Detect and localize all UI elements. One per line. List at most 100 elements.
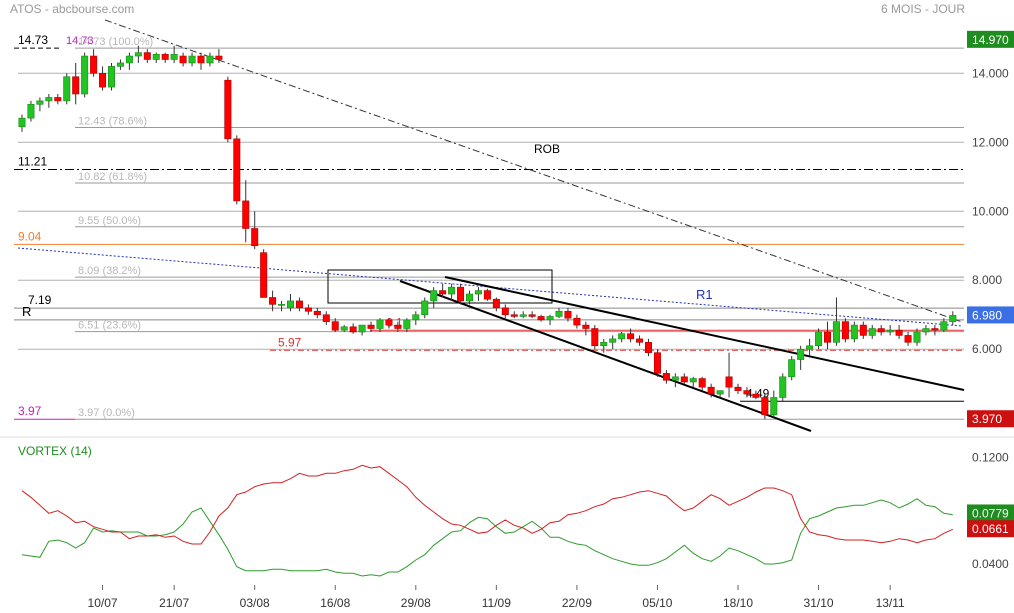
x-tick-label: 05/10 (642, 596, 672, 610)
candle-up (36, 100, 44, 105)
candle-up (108, 66, 116, 88)
candle-up (403, 319, 411, 329)
level-label: 9.04 (18, 229, 42, 243)
candle-down (573, 317, 581, 326)
candle-up (45, 97, 53, 102)
candle-up (188, 55, 196, 64)
x-tick-label: 11/09 (482, 596, 511, 610)
candle-down (161, 54, 169, 60)
candle-up (797, 348, 805, 360)
candle-up (134, 52, 142, 57)
fib-level-label: 8.09 (38.2%) (78, 265, 141, 277)
x-tick-label: 10/07 (88, 596, 118, 610)
vortex-value-badge: 0.0779 (972, 506, 1009, 520)
candle-down (90, 55, 98, 74)
candle-down (510, 314, 518, 317)
price-tick-label: 6.000 (972, 342, 1002, 356)
price-tick-label: 12.000 (972, 135, 1009, 149)
candle-down (242, 200, 250, 229)
candle-down (269, 297, 277, 305)
candle-down (313, 310, 321, 316)
candle-down (233, 138, 241, 202)
candle-down (752, 393, 760, 398)
candlesticks (18, 45, 957, 420)
x-tick-label: 18/10 (723, 596, 753, 610)
candle-up (412, 314, 420, 321)
candle-down (582, 324, 590, 329)
x-tick-label: 31/10 (804, 596, 834, 610)
candle-down (904, 335, 912, 343)
candle-up (832, 321, 840, 343)
fib-level-label: 14.73 (100.0%) (78, 36, 153, 48)
fib-level-label: 10.82 (61.8%) (78, 171, 147, 183)
grid-layer (0, 72, 1014, 438)
candle-down (394, 324, 402, 329)
vortex-plus-line (21, 498, 953, 577)
candle-down (734, 386, 742, 391)
candle-up (806, 345, 814, 350)
candle-up (609, 338, 617, 343)
level-label: 3.97 (18, 404, 42, 418)
candle-down (859, 324, 867, 336)
candle-down (295, 300, 303, 309)
fibonacci-layer: 14.73 (100.0%) 12.43 (78.6%) 10.82 (61.8%)… (75, 36, 964, 420)
level-label: R (22, 304, 31, 319)
candle-down (761, 397, 769, 416)
candle-up (116, 62, 124, 67)
candle-up (949, 315, 957, 322)
candle-down (662, 373, 670, 381)
candle-down (931, 328, 939, 331)
level-label: 4.49 (746, 386, 770, 400)
candle-up (779, 376, 787, 398)
candle-down (179, 55, 187, 64)
fib-level-label: 6.51 (23.6%) (78, 320, 141, 332)
x-tick-label: 22/09 (562, 596, 592, 610)
last-price-badge-bg (967, 306, 1014, 324)
candle-up (689, 378, 697, 383)
candle-up (430, 290, 438, 302)
candle-up (671, 376, 679, 381)
level-label: 7.19 (28, 293, 52, 307)
period-label: 6 MOIS - JOUR (881, 2, 965, 16)
candle-up (340, 326, 348, 331)
candle-down (636, 338, 644, 343)
candle-down (743, 390, 751, 395)
candle-up (152, 54, 160, 60)
candle-down (564, 310, 572, 319)
candle-down (215, 55, 223, 60)
rob-label: ROB (534, 142, 560, 156)
candle-up (770, 397, 778, 416)
candle-down (653, 352, 661, 374)
chart-title: ATOS - abcbourse.com (10, 2, 134, 16)
candle-up (206, 55, 214, 64)
candle-up (519, 314, 527, 317)
channel-lower-line (399, 280, 812, 432)
candle-down (528, 314, 536, 317)
candle-down (197, 55, 205, 64)
x-tick-label: 16/08 (320, 596, 350, 610)
channel-upper-line (444, 276, 965, 391)
candle-down (644, 342, 652, 353)
candle-up (474, 290, 482, 295)
x-tick-label: 21/07 (159, 596, 189, 610)
candle-down (537, 316, 545, 321)
candle-down (823, 331, 831, 343)
x-tick-label: 29/08 (401, 596, 431, 610)
candle-up (63, 76, 71, 102)
candle-up (376, 319, 384, 329)
max-price-badge: 14.970 (972, 33, 1009, 47)
level-label: 11.21 (18, 155, 47, 169)
candle-up (465, 293, 473, 302)
candle-down (367, 324, 375, 329)
candle-down (457, 286, 465, 302)
candle-up (850, 324, 858, 340)
trendlines (17, 19, 965, 432)
candle-down (99, 72, 107, 88)
fib-level-label: 9.55 (50.0%) (78, 215, 141, 227)
candle-down (895, 329, 903, 336)
candle-up (886, 329, 894, 333)
candle-up (27, 104, 35, 119)
candle-down (680, 376, 688, 383)
price-tick-label: 14.000 (972, 66, 1009, 80)
